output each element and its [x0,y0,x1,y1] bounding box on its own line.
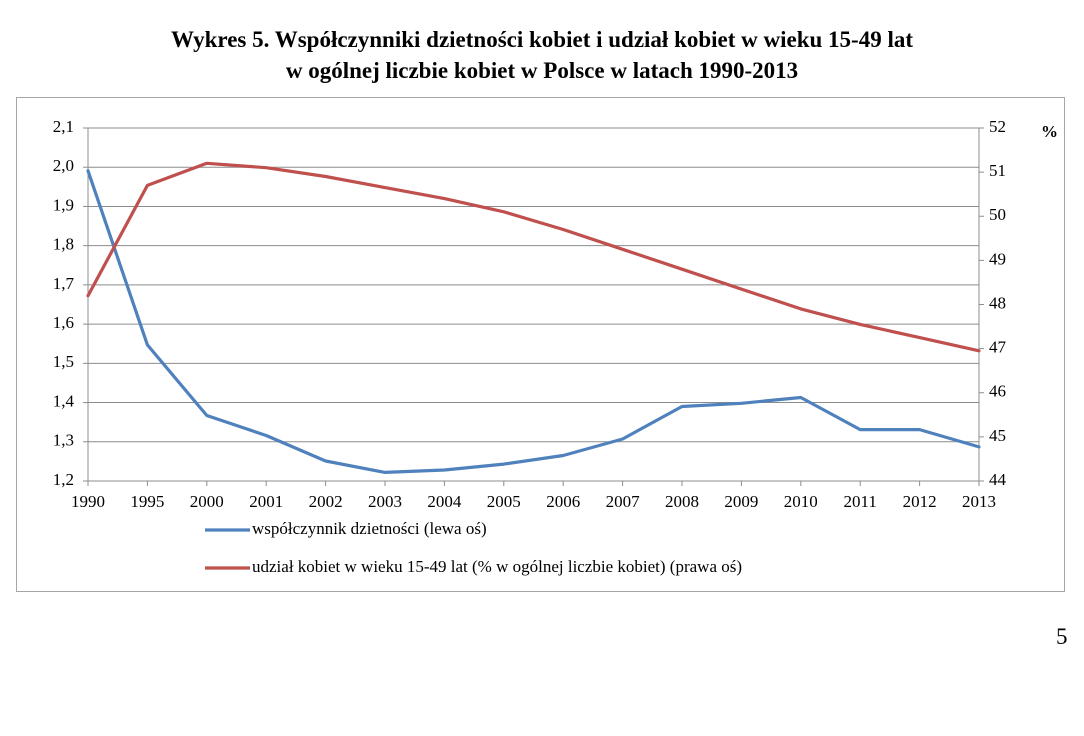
left-axis-tick-label: 1,6 [53,313,74,332]
left-axis-tick-label: 2,1 [53,117,74,136]
chart-area [16,97,1065,592]
legend-label: udział kobiet w wieku 15-49 lat (% w ogó… [252,557,742,576]
left-axis-tick-label: 1,5 [53,352,74,371]
right-axis-tick-label: 51 [989,161,1006,180]
chart-title: Wykres 5. Współczynniki dzietności kobie… [0,24,1084,86]
right-axis-tick-label: 48 [989,293,1006,312]
x-axis-tick-label: 2011 [844,492,877,511]
x-axis-tick-label: 2010 [784,492,818,511]
left-axis-tick-label: 1,9 [53,195,74,214]
x-axis-tick-labels: 1990 1995 2000 2001 2002 2003 2004 2005 2006 2007… [71,492,996,511]
left-axis-tick-label: 1,7 [53,274,75,293]
x-axis-tick-label: 2013 [962,492,996,511]
right-axis-tick-labels: 52 51 50 49 48 47 46 45 44 [989,117,1007,489]
x-axis-tick-label: 2005 [487,492,521,511]
left-axis-tick-label: 1,3 [53,431,74,450]
legend-label: współczynnik dzietności (lewa oś) [252,519,487,538]
right-axis-tick-label: 47 [989,338,1007,357]
series-lines [86,161,981,474]
x-axis-tick-label: 2004 [427,492,462,511]
page-number: 5 [1056,624,1068,649]
x-axis-tick-label: 2001 [249,492,283,511]
right-axis-unit: % [1041,122,1058,141]
right-axis-tick-label: 46 [989,382,1006,401]
right-axis-tick-label: 52 [989,117,1006,136]
x-axis-tick-label: 2002 [309,492,343,511]
fertility-rate-line [86,169,981,474]
left-axis-tick-label: 2,0 [53,156,74,175]
right-axis-tick-label: 49 [989,249,1006,268]
x-axis-tick-label: 2006 [546,492,580,511]
right-axis-tick-label: 50 [989,205,1006,224]
left-axis-tick-label: 1,8 [53,235,74,254]
x-axis-tick-label: 2009 [724,492,758,511]
x-axis-tick-label: 2008 [665,492,699,511]
x-axis-tick-label: 2003 [368,492,402,511]
left-axis-tick-label: 1,2 [53,470,74,489]
right-axis-tick-label: 44 [989,470,1007,489]
legend: współczynnik dzietności (lewa oś) udział … [205,519,742,576]
axes [87,128,980,486]
right-axis-tick-label: 45 [989,426,1006,445]
left-axis-tick-labels: 2,1 2,0 1,9 1,8 1,7 1,6 1,5 1,4 1,3 1,2 [53,117,75,489]
x-axis-tick-label: 1990 [71,492,105,511]
chart-title-line-2: w ogólnej liczbie kobiet w Polsce w lata… [285,58,799,83]
left-axis-tick-label: 1,4 [53,391,75,410]
gridlines [83,127,984,482]
chart-title-line-1: Wykres 5. Współczynniki dzietności kobie… [170,27,914,52]
women-share-line [86,161,981,353]
x-axis-tick-label: 2000 [190,492,224,511]
x-axis-tick-label: 2012 [903,492,937,511]
x-axis-tick-label: 2007 [606,492,641,511]
x-axis-tick-label: 1995 [130,492,164,511]
